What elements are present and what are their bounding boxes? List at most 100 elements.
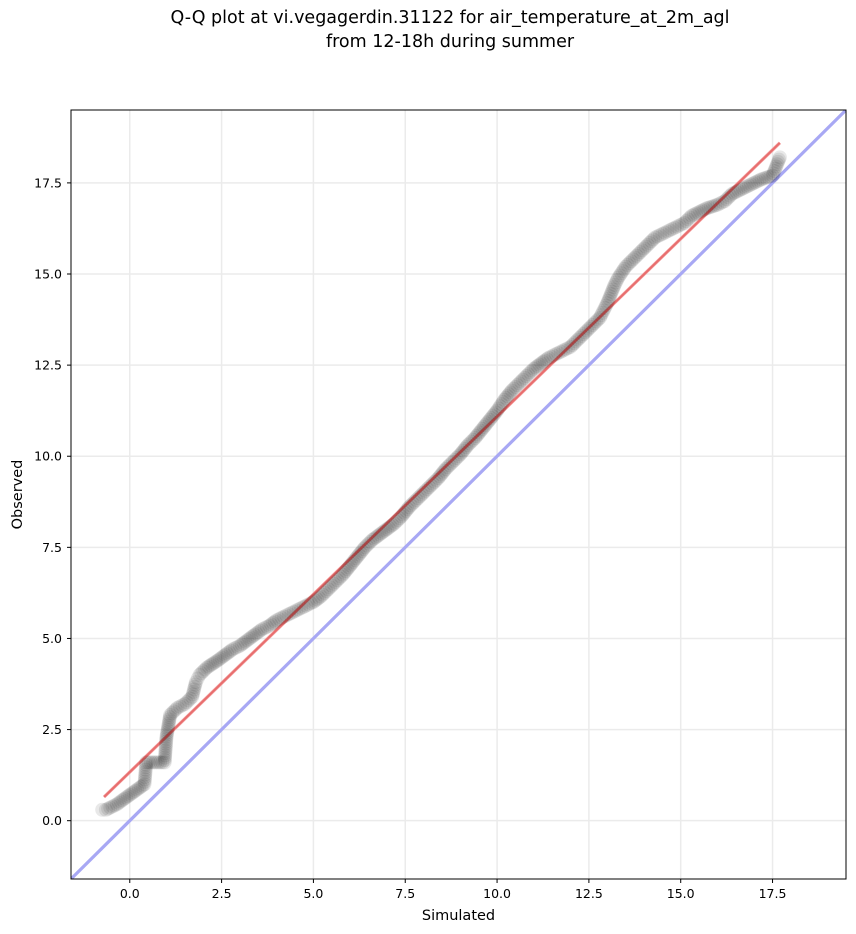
data-point: [569, 334, 584, 349]
data-point: [109, 797, 124, 812]
data-point: [308, 593, 323, 608]
data-point: [242, 631, 257, 646]
x-tick-label: 7.5: [395, 886, 415, 901]
data-point: [181, 693, 196, 708]
y-tick-label: 7.5: [42, 540, 62, 555]
data-point: [672, 218, 687, 233]
data-point: [464, 434, 479, 449]
data-point: [741, 178, 756, 193]
data-point: [660, 224, 675, 239]
data-point: [368, 530, 383, 545]
data-point: [771, 154, 786, 169]
grid: [71, 110, 846, 879]
data-point: [589, 314, 604, 329]
data-point: [357, 540, 372, 555]
data-point: [429, 472, 444, 487]
data-point: [190, 671, 205, 686]
data-point: [565, 338, 580, 353]
data-point: [274, 610, 289, 625]
data-point: [158, 739, 173, 754]
data-point: [115, 793, 130, 808]
data-point: [587, 316, 602, 331]
data-point: [238, 634, 253, 649]
data-point: [535, 354, 550, 369]
data-point: [558, 342, 573, 357]
data-point: [604, 284, 619, 299]
data-point: [333, 569, 348, 584]
data-point: [425, 476, 440, 491]
data-point: [177, 697, 192, 712]
data-point: [159, 732, 174, 747]
data-point: [188, 677, 203, 692]
data-point: [727, 185, 742, 200]
data-point: [203, 658, 218, 673]
data-point: [519, 369, 534, 384]
data-point: [766, 166, 781, 181]
data-point: [449, 451, 464, 466]
data-point: [103, 800, 118, 815]
data-point: [157, 755, 172, 770]
data-point: [479, 416, 494, 431]
data-point: [291, 602, 306, 617]
data-point: [272, 612, 287, 627]
data-point: [655, 226, 670, 241]
data-point: [379, 522, 394, 537]
data-point: [485, 409, 500, 424]
data-point: [98, 802, 113, 817]
x-tick-label: 15.0: [667, 886, 695, 901]
data-point: [657, 225, 672, 240]
x-axis-label: Simulated: [422, 908, 495, 924]
data-point: [667, 220, 682, 235]
data-point: [153, 755, 168, 770]
data-point: [387, 516, 402, 531]
data-point: [365, 533, 380, 548]
data-point: [346, 554, 361, 569]
data-point: [230, 639, 245, 654]
data-point: [472, 425, 487, 440]
data-point: [420, 482, 435, 497]
data-point: [642, 236, 657, 251]
data-point: [101, 801, 116, 816]
data-point: [712, 196, 727, 211]
data-point: [210, 653, 225, 668]
data-point: [761, 170, 776, 185]
data-point: [580, 323, 595, 338]
data-point: [576, 327, 591, 342]
data-point: [257, 621, 272, 636]
data-point: [374, 526, 389, 541]
data-point: [139, 755, 154, 770]
data-point: [249, 626, 264, 641]
data-point: [503, 385, 518, 400]
data-point: [128, 783, 143, 798]
data-point: [105, 799, 120, 814]
data-point: [746, 176, 761, 191]
data-point: [548, 347, 563, 362]
data-point: [729, 184, 744, 199]
data-point: [440, 460, 455, 475]
data-point: [596, 303, 611, 318]
data-point: [405, 496, 420, 511]
data-point: [150, 755, 165, 770]
data-point: [126, 785, 141, 800]
data-point: [435, 465, 450, 480]
data-point: [214, 650, 229, 665]
data-point: [487, 407, 502, 422]
data-point: [186, 684, 201, 699]
data-point: [161, 716, 176, 731]
data-point: [543, 349, 558, 364]
data-point: [427, 474, 442, 489]
data-point: [772, 150, 787, 165]
data-point: [606, 280, 621, 295]
data-point: [513, 374, 528, 389]
data-point: [187, 682, 202, 697]
data-point: [498, 390, 513, 405]
data-point: [201, 659, 216, 674]
data-point: [494, 397, 509, 412]
data-point: [750, 174, 765, 189]
data-point: [612, 268, 627, 283]
series-line-1: [102, 141, 781, 799]
data-point: [622, 256, 637, 271]
data-point: [254, 622, 269, 637]
data-point: [349, 551, 364, 566]
data-point: [670, 219, 685, 234]
